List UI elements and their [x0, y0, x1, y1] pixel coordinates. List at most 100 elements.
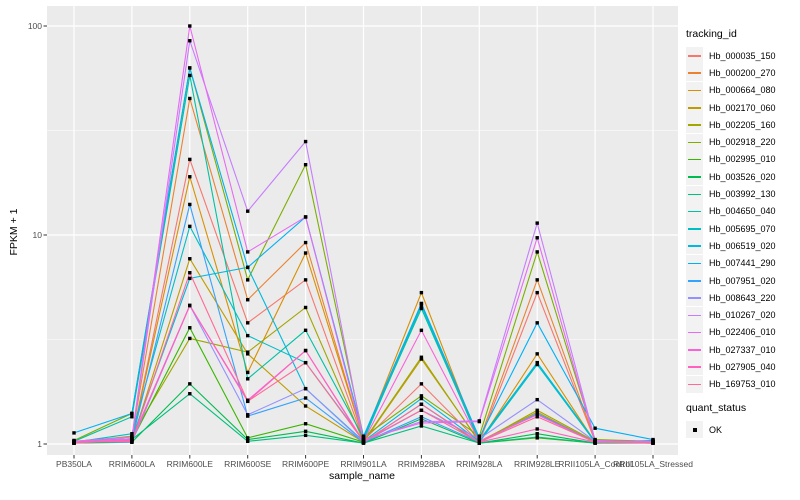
legend-line-swatch: [688, 262, 701, 265]
data-point: [246, 265, 250, 270]
data-point: [188, 24, 192, 28]
data-point: [419, 355, 424, 359]
data-point: [419, 396, 424, 401]
x-axis-title: sample_name: [329, 470, 395, 482]
legend-item-label: Hb_007441_290: [709, 258, 776, 269]
legend-item-Hb_008643_220: Hb_008643_220: [686, 289, 796, 307]
data-point: [72, 440, 76, 444]
legend-line-swatch: [688, 55, 701, 57]
data-point: [593, 426, 597, 430]
legend-item-Hb_002918_220: Hb_002918_220: [686, 133, 796, 151]
legend-item-label: Hb_007951_020: [709, 275, 776, 286]
legend-item-label: Hb_008643_220: [709, 292, 776, 303]
x-tick-label: RRIM600PE: [281, 459, 330, 469]
data-point: [246, 321, 250, 325]
legend-line-swatch: [688, 72, 701, 74]
legend-item-label: Hb_000200_270: [709, 67, 776, 78]
data-point: [188, 276, 192, 281]
legend-key-box: [686, 341, 703, 359]
legend-key-box: [686, 358, 703, 376]
data-point: [651, 440, 655, 444]
legend-key-box: [686, 133, 703, 151]
data-point: [72, 431, 76, 435]
data-point: [419, 301, 424, 306]
data-point: [246, 437, 250, 442]
data-point: [246, 370, 250, 375]
data-point: [188, 257, 192, 261]
legend-title-quant-status: quant_status: [686, 401, 747, 414]
data-point: [535, 360, 539, 365]
legend-key-box: [686, 323, 703, 341]
data-point: [477, 440, 481, 444]
data-point: [593, 440, 597, 444]
data-points: [72, 24, 655, 445]
data-point: [535, 397, 539, 402]
legend-item-label: Hb_002918_220: [709, 137, 776, 148]
data-point: [188, 66, 192, 70]
legend-line-swatch: [688, 193, 701, 196]
legend-item-label: Hb_027337_010: [709, 344, 776, 355]
data-point: [535, 413, 539, 417]
data-point: [477, 437, 481, 441]
x-tick-label: RRII105LA_Stressed: [613, 459, 693, 469]
legend-item-label: Hb_003526_020: [709, 171, 776, 182]
data-point: [188, 336, 192, 341]
data-point: [246, 298, 250, 302]
data-point: [535, 250, 539, 254]
data-point: [303, 422, 308, 426]
legend-item-Hb_022406_010: Hb_022406_010: [686, 323, 796, 341]
data-point: [477, 419, 481, 424]
data-point: [303, 433, 308, 438]
legend-line-swatch: [688, 366, 701, 368]
legend-item-Hb_002995_010: Hb_002995_010: [686, 150, 796, 168]
x-tick-label: RRIM600LA: [108, 459, 156, 469]
legend-key-box: [686, 202, 703, 220]
legend-item-Hb_004650_040: Hb_004650_040: [686, 202, 796, 220]
legend-item-label: Hb_002170_060: [709, 102, 776, 113]
legend-key-box: [686, 237, 703, 255]
y-tick-label: 100: [27, 20, 42, 31]
legend-item-Hb_006519_020: Hb_006519_020: [686, 237, 796, 255]
data-point: [303, 278, 308, 282]
data-point: [303, 360, 308, 365]
legend-item-Hb_027905_040: Hb_027905_040: [686, 358, 796, 376]
data-point: [419, 306, 424, 311]
y-tick-label: 1: [37, 438, 42, 449]
data-point: [130, 435, 134, 439]
legend-item-label: Hb_000664_080: [709, 85, 776, 96]
data-point: [246, 250, 250, 254]
legend-item-label: Hb_169753_010: [709, 379, 776, 390]
x-tick-label: RRIM901LA: [340, 459, 387, 469]
data-point: [246, 209, 250, 213]
data-point: [130, 439, 134, 444]
x-tick-label: PB350LA: [56, 459, 92, 469]
data-point: [303, 240, 308, 245]
data-point: [303, 348, 308, 353]
grid-major: [47, 6, 678, 455]
data-point: [188, 39, 192, 43]
x-tick-label: RRIM928BA: [397, 459, 446, 469]
data-point: [419, 303, 424, 308]
legend-key-box: [686, 185, 703, 203]
legend-line-swatch: [688, 158, 701, 161]
legend-line-swatch: [688, 141, 701, 144]
legend-line-swatch: [688, 210, 701, 213]
legend-quant-status-block: quant_status OK: [686, 401, 796, 439]
legend-item-label: Hb_003992_130: [709, 189, 776, 200]
data-point: [303, 215, 308, 219]
data-point: [535, 435, 539, 439]
data-point: [188, 326, 192, 330]
y-axis-title: FPKM + 1: [8, 208, 20, 256]
data-point: [419, 357, 424, 361]
legend-key-box: [686, 421, 703, 439]
data-point: [535, 290, 539, 295]
legend-key-box: [686, 272, 703, 289]
data-point: [188, 224, 192, 229]
data-point: [130, 411, 134, 416]
data-point: [303, 429, 308, 434]
legend-line-swatch: [688, 331, 701, 334]
data-point: [535, 427, 539, 431]
data-point: [188, 303, 192, 308]
data-point: [246, 350, 250, 354]
